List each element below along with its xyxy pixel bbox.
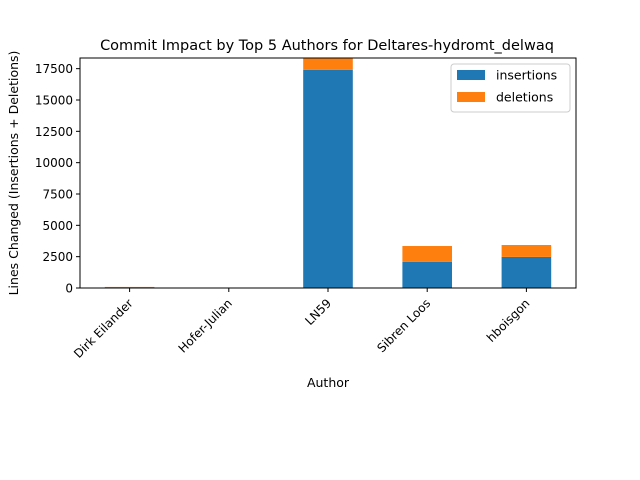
bar-deletions [104,286,155,288]
bar-insertions [402,261,452,288]
x-tick-label: Dirk Eilander [71,296,136,361]
y-tick-label: 15000 [35,93,73,107]
y-tick-label: 5000 [42,219,73,233]
plot-frame [79,57,577,289]
x-tick-label: Sibren Loos [374,296,433,355]
y-tick-label: 0 [65,282,73,296]
bar-insertions [303,69,353,289]
y-axis-label: Lines Changed (Insertions + Deletions) [6,51,21,296]
legend-swatch-deletions [457,92,485,102]
x-tick-label: hboisgon [484,296,533,345]
legend-label-deletions: deletions [496,90,553,105]
y-tick-label: 10000 [35,156,73,170]
x-axis-label: Author [307,375,350,390]
legend: insertions deletions [450,63,571,113]
y-axis: 0 2500 5000 7500 10000 12500 15000 17500 [35,62,80,296]
x-axis: Dirk Eilander Hofer-Julian LN59 Sibren Loos… [71,288,533,361]
bar-insertions [501,256,552,288]
legend-swatch-insertions [457,70,485,80]
chart-title: Commit Impact by Top 5 Authors for Delta… [100,38,554,54]
bars-group [104,58,552,289]
x-tick-label: Hofer-Julian [176,296,235,355]
x-tick-label: LN59 [302,296,334,328]
legend-label-insertions: insertions [496,68,557,83]
y-tick-label: 7500 [42,187,73,201]
bar-deletions [303,58,353,70]
bar-deletions [402,246,452,262]
y-tick-label: 12500 [35,125,73,139]
bar-deletions [501,245,552,257]
y-tick-label: 2500 [42,250,73,264]
y-tick-label: 17500 [35,62,73,76]
